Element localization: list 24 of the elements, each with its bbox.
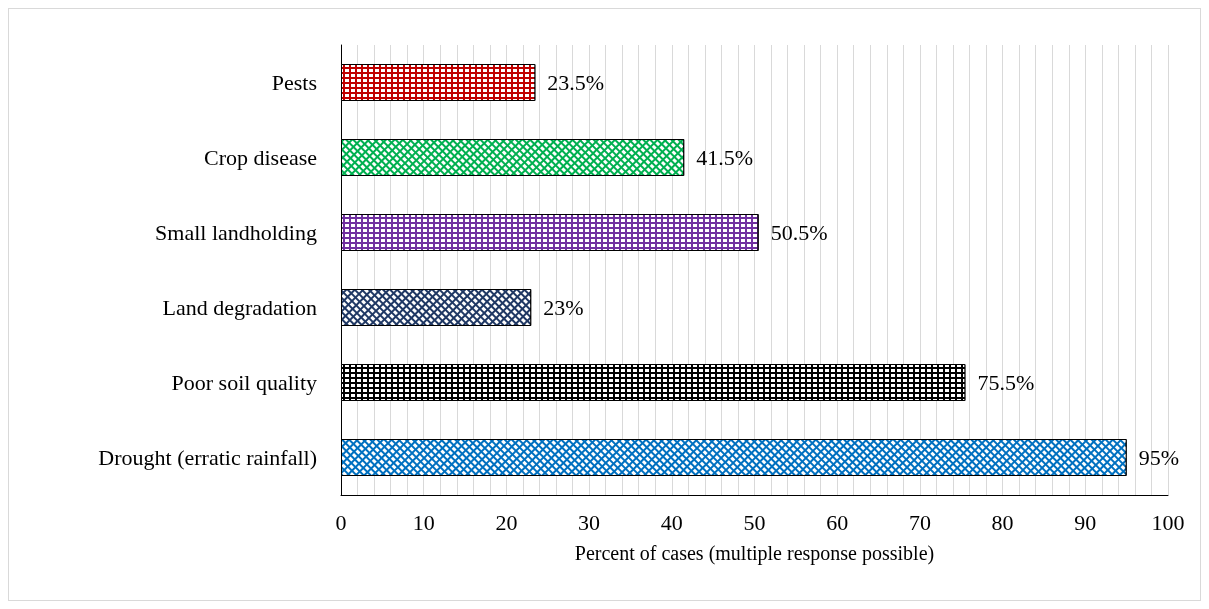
y-tick-label: Drought (erratic rainfall)	[98, 445, 317, 470]
x-tick-label: 90	[1074, 509, 1097, 535]
y-tick-label: Pests	[271, 70, 317, 95]
x-tick-label: 50	[743, 509, 766, 535]
data-label: 75.5%	[977, 370, 1035, 395]
x-tick-label: 70	[908, 509, 931, 535]
x-axis-title: Percent of cases (multiple response possible)	[574, 542, 935, 565]
x-tick-label: 20	[495, 509, 518, 535]
x-tick-label: 60	[826, 509, 849, 535]
x-tick-label: 30	[578, 509, 601, 535]
data-label: 41.5%	[696, 145, 754, 170]
x-tick-label: 80	[991, 509, 1014, 535]
data-label: 23.5%	[547, 70, 605, 95]
data-label: 50.5%	[770, 220, 828, 245]
x-tick-label: 0	[335, 509, 347, 535]
y-tick-label: Poor soil quality	[171, 370, 317, 395]
data-label: 23%	[543, 295, 584, 320]
x-tick-label: 10	[412, 509, 435, 535]
y-tick-label: Land degradation	[162, 295, 317, 320]
y-tick-label: Small landholding	[155, 220, 317, 245]
x-tick-label: 100	[1151, 509, 1185, 535]
x-tick-label: 40	[660, 509, 683, 535]
data-label: 95%	[1138, 445, 1179, 470]
y-tick-label: Crop disease	[203, 145, 317, 170]
